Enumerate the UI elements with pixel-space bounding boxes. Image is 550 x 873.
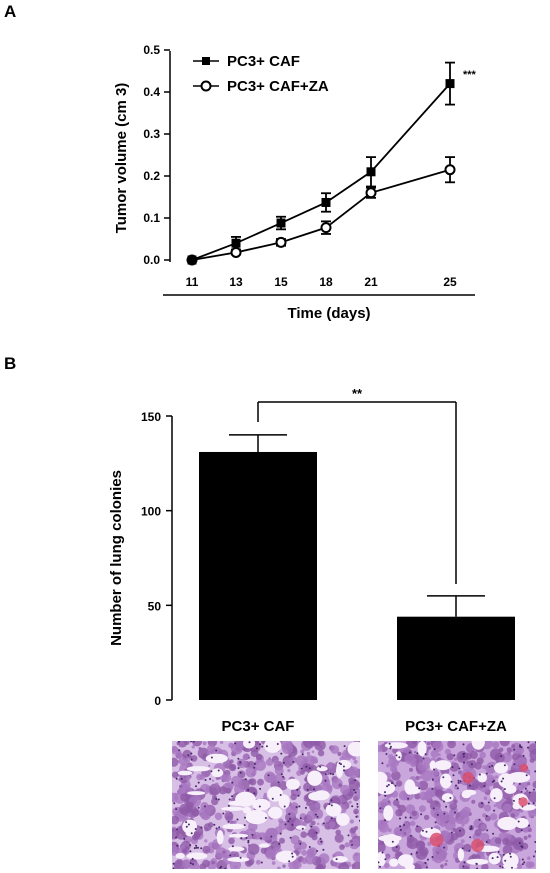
data-point-circle (275, 236, 287, 248)
y-tick-label: 0.4 (143, 85, 160, 99)
x-tick-label: 13 (229, 275, 243, 289)
x-axis-title: Time (days) (287, 305, 370, 322)
significance-bracket: ** (257, 386, 457, 584)
y-axis-title-b: Number of lung colonies (108, 470, 125, 646)
data-point-square (321, 197, 331, 207)
data-point-circle (320, 222, 332, 234)
y-tick-label: 150 (141, 410, 161, 424)
x-tick-label: 25 (443, 275, 457, 289)
y-tick-label: 0 (154, 694, 161, 708)
y-tick-label: 50 (148, 599, 162, 613)
panel-b-label: B (4, 354, 16, 373)
y-tick-label: 0.3 (143, 127, 160, 141)
category-label-2: PC3+ CAF+ZA (405, 718, 507, 735)
panel-a-label: A (4, 2, 16, 21)
data-point-square (366, 167, 376, 177)
series-line-caf-za (191, 168, 451, 261)
data-point-start (187, 255, 197, 265)
x-tick-label: 11 (186, 275, 199, 289)
data-point-circle (230, 246, 242, 258)
data-point-square (445, 79, 455, 89)
series-line-caf (191, 82, 451, 261)
bar-chart: B 0 50 100 150 Number of lung colonies ** P… (4, 354, 515, 735)
y-axis-ticks-b: 0 50 100 150 (141, 410, 172, 708)
significance-stars-a: *** (463, 69, 477, 81)
bars-group (199, 434, 515, 700)
x-axis-ticks: 11 13 15 18 21 25 (186, 275, 457, 289)
y-axis-title: Tumor volume (cm 3) (113, 83, 130, 234)
data-point-circle (365, 187, 377, 199)
y-tick-label: 0.5 (143, 43, 160, 57)
y-tick-label: 100 (141, 505, 161, 519)
x-tick-label: 21 (364, 275, 378, 289)
series-group (186, 61, 456, 266)
x-tick-label: 15 (274, 275, 288, 289)
category-label-1: PC3+ CAF (222, 718, 295, 735)
legend-marker-square (202, 57, 210, 65)
x-tick-label: 18 (319, 275, 333, 289)
bar-pc3-caf (199, 451, 317, 700)
data-point-square (231, 238, 241, 248)
y-axis-ticks: 0.0 0.1 0.2 0.3 0.4 0.5 (143, 43, 170, 267)
legend-label-2: PC3+ CAF+ZA (227, 78, 329, 95)
legend: PC3+ CAF PC3+ CAF+ZA (193, 53, 329, 95)
line-chart: A 0.0 0.1 0.2 0.3 0.4 0.5 Tumor volume (cm 3)… (4, 2, 477, 322)
y-tick-label: 0.2 (143, 169, 160, 183)
histology-image-caf (172, 741, 360, 869)
legend-marker-circle (200, 80, 212, 92)
y-tick-label: 0.0 (143, 253, 160, 267)
significance-stars-b: ** (352, 386, 363, 401)
data-point-square (276, 218, 286, 228)
histology-image-caf-za (378, 741, 536, 869)
legend-label-1: PC3+ CAF (227, 53, 300, 70)
data-point-circle (444, 164, 456, 176)
bar-pc3-caf-za (397, 616, 515, 700)
y-tick-label: 0.1 (143, 211, 160, 225)
